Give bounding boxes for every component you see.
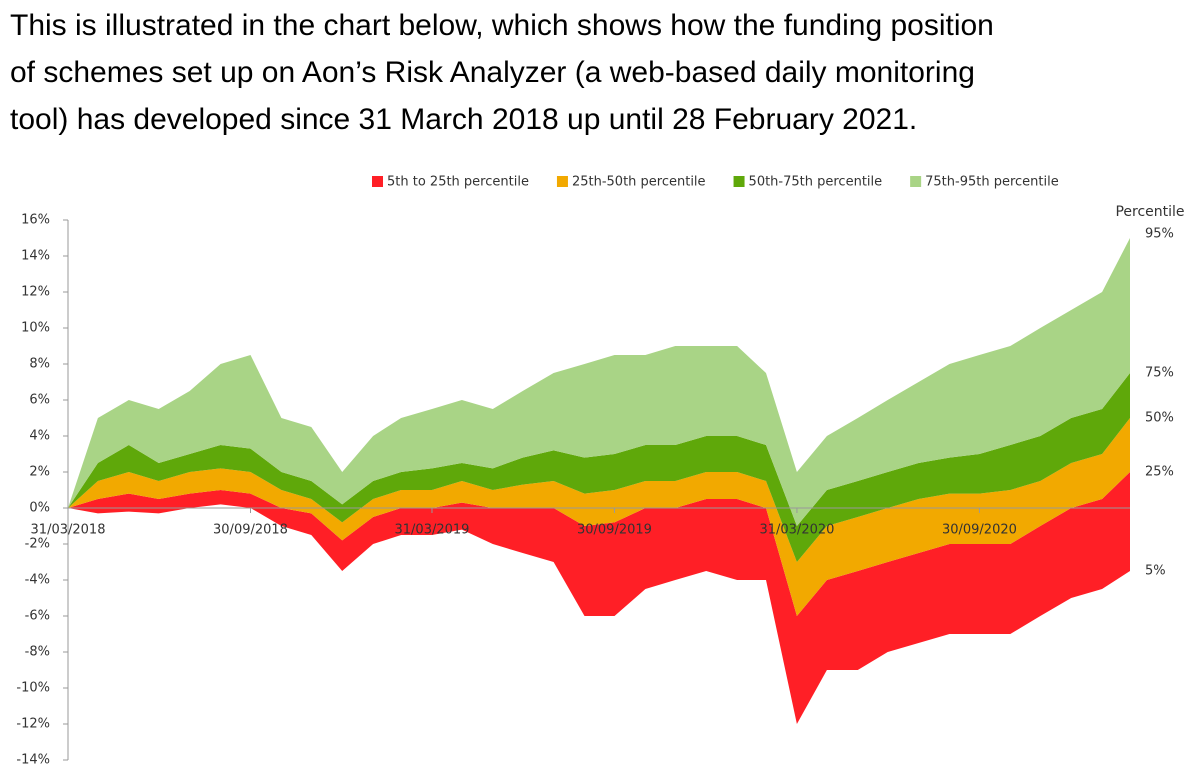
intro-line: of schemes set up on Aon’s Risk Analyzer… <box>10 56 975 89</box>
legend-label: 75th-95th percentile <box>925 175 1059 190</box>
y-tick-label: -6% <box>25 609 50 624</box>
y-tick-label: 14% <box>21 249 50 264</box>
y-tick-label: 12% <box>21 285 50 300</box>
y-tick-label: -12% <box>16 717 50 732</box>
band-area <box>68 373 1130 562</box>
legend-swatch <box>372 176 383 187</box>
y-tick-label: -2% <box>25 537 50 552</box>
percentile-label: 50% <box>1145 411 1174 426</box>
y-tick-label: 16% <box>21 213 50 228</box>
intro-line: This is illustrated in the chart below, … <box>10 9 994 42</box>
x-tick-label: 31/03/2020 <box>759 523 834 538</box>
legend-label: 25th-50th percentile <box>572 175 706 190</box>
y-tick-label: -14% <box>16 753 50 768</box>
y-tick-label: 2% <box>29 465 50 480</box>
x-tick-label: 30/09/2019 <box>577 523 652 538</box>
percentile-label: 5% <box>1145 564 1166 579</box>
y-tick-label: 4% <box>29 429 50 444</box>
percentile-title: Percentile <box>1115 204 1184 220</box>
x-tick-label: 31/03/2018 <box>31 523 106 538</box>
x-tick-label: 30/09/2020 <box>942 523 1017 538</box>
y-tick-label: -8% <box>25 645 50 660</box>
legend-swatch <box>733 176 745 187</box>
legend-swatch <box>910 176 922 187</box>
percentile-label: 25% <box>1145 465 1174 480</box>
x-tick-label: 31/03/2019 <box>395 523 470 538</box>
percentile-label: 75% <box>1145 366 1174 381</box>
band-area <box>68 418 1130 616</box>
legend-swatch <box>556 176 568 187</box>
band-area <box>68 472 1130 724</box>
y-tick-label: -10% <box>16 681 50 696</box>
y-tick-label: 10% <box>21 321 50 336</box>
y-tick-label: -4% <box>25 573 50 588</box>
y-tick-label: 8% <box>29 357 50 372</box>
y-tick-label: 0% <box>29 501 50 516</box>
band-area <box>68 238 1130 526</box>
percentile-label: 95% <box>1145 227 1174 242</box>
x-tick-label: 30/09/2018 <box>213 523 288 538</box>
legend-label: 5th to 25th percentile <box>387 175 529 190</box>
intro-line: tool) has developed since 31 March 2018 … <box>10 103 917 136</box>
y-tick-label: 6% <box>29 393 50 408</box>
legend-label: 50th-75th percentile <box>749 175 883 190</box>
